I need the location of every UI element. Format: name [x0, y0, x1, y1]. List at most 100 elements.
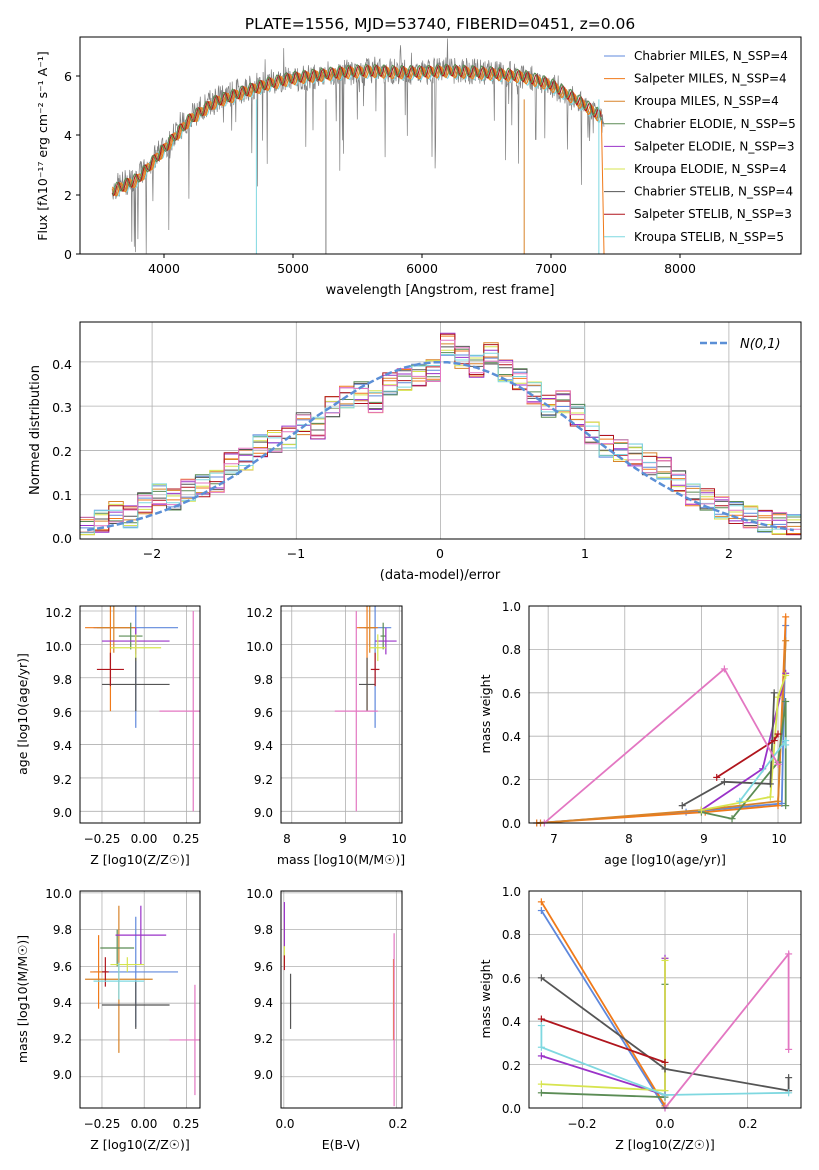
weight-metallicity-y-ticks: 0.0 0.2 0.4 0.6 0.8 1.0 — [502, 885, 521, 1116]
spectrum-x-ticks: 4000 5000 6000 7000 8000 — [148, 254, 696, 276]
weight-age-ytick: 0.8 — [502, 643, 521, 657]
age-mass-xlabel: mass [log10(M/M☉)] — [277, 852, 405, 867]
mass-extinction-frame — [280, 890, 403, 1109]
weight-line — [541, 1018, 666, 1064]
weight-age-xtick: 9 — [700, 832, 708, 846]
age-metallicity-frame — [79, 605, 201, 824]
mass-metallicity-ytick: 9.4 — [53, 996, 72, 1010]
spectrum-ytick: 6 — [64, 69, 72, 84]
age-mass-xtick: 8 — [283, 832, 291, 846]
legend-label: Chabrier STELIB, N_SSP=4 — [634, 185, 793, 199]
age-metallicity-ytick: 9.2 — [53, 773, 72, 787]
weight-metallicity-ytick: 0.4 — [502, 1015, 521, 1029]
age-mass-plot-area — [281, 606, 402, 823]
spectrum-ylabel: Flux [fλ10⁻¹⁷ erg cm⁻² s⁻¹ A⁻¹] — [35, 51, 50, 240]
weight-line — [540, 910, 666, 1109]
residual-legend: N(0,1) — [700, 337, 781, 352]
weight-line — [540, 1025, 789, 1096]
weight-metallicity-frame — [528, 890, 802, 1109]
residual-ytick: 0.2 — [52, 444, 72, 459]
spectrum-xtick: 8000 — [664, 261, 696, 276]
model-spectrum-line — [111, 64, 602, 197]
residual-y-ticks: 0.0 0.1 0.2 0.3 0.4 — [52, 357, 72, 546]
residual-xtick: −1 — [287, 546, 305, 561]
mass-extinction-ytick: 9.0 — [254, 1068, 273, 1082]
mass-metallicity-ytick: 10.0 — [45, 887, 72, 901]
legend-label: Salpeter ELODIE, N_SSP=3 — [634, 139, 795, 153]
mass-metallicity-plot-area — [80, 891, 200, 1108]
age-mass-ytick: 9.4 — [254, 739, 273, 753]
residual-ytick: 0.1 — [52, 488, 72, 503]
weight-metallicity-ytick: 0.2 — [502, 1059, 521, 1073]
weight-age-ytick: 0.4 — [502, 730, 521, 744]
age-mass-ytick: 9.2 — [254, 773, 273, 787]
residual-xtick: 2 — [725, 546, 733, 561]
weight-metallicity-xtick: −0.2 — [567, 1117, 596, 1131]
age-metallicity-ytick: 10.0 — [45, 640, 72, 654]
residual-ytick: 0.0 — [52, 531, 72, 546]
mass-metallicity-y-ticks: 9.0 9.2 9.4 9.6 9.8 10.0 — [45, 887, 72, 1082]
weight-metallicity-ytick: 1.0 — [502, 885, 521, 899]
model-spectrum-line — [111, 63, 602, 196]
weight-age-ytick: 1.0 — [502, 600, 521, 614]
legend-label: Kroupa ELODIE, N_SSP=4 — [634, 162, 787, 176]
spectrum-panel: PLATE=1556, MJD=53740, FIBERID=0451, z=0… — [35, 15, 802, 298]
spectrum-xtick: 5000 — [277, 261, 309, 276]
mass-metallicity-xtick: 0.00 — [131, 1117, 158, 1131]
weight-metallicity-xtick: 0.0 — [655, 1117, 674, 1131]
age-mass-y-ticks: 9.0 9.2 9.4 9.6 9.8 10.0 10.2 — [246, 606, 273, 820]
mass-extinction-x-ticks: 0.0 0.2 — [275, 1117, 407, 1131]
mass-extinction-ytick: 10.0 — [246, 887, 273, 901]
weight-age-xtick: 10 — [771, 832, 786, 846]
weight-age-plot-area — [529, 605, 801, 827]
mass-metallicity-ytick: 9.8 — [53, 923, 72, 937]
legend-label: Salpeter STELIB, N_SSP=3 — [634, 207, 792, 221]
age-metallicity-ytick: 9.0 — [53, 806, 72, 820]
weight-age-x-ticks: 7 8 9 10 — [550, 832, 786, 846]
spectrum-title: PLATE=1556, MJD=53740, FIBERID=0451, z=0… — [245, 15, 635, 33]
mass-extinction-y-ticks: 9.0 9.2 9.4 9.6 9.8 10.0 — [246, 887, 273, 1082]
spectrum-plot-area — [111, 38, 605, 255]
age-metallicity-y-ticks: 9.0 9.2 9.4 9.6 9.8 10.0 10.2 — [45, 606, 72, 820]
weight-line — [536, 616, 787, 824]
observed-spectrum — [111, 38, 605, 254]
mass-extinction-ytick: 9.2 — [254, 1032, 273, 1046]
spectrum-y-ticks: 0 2 4 6 — [64, 69, 80, 262]
weight-age-xlabel: age [log10(age/yr)] — [604, 852, 726, 867]
weight-metallicity-ylabel: mass weight — [478, 959, 493, 1038]
legend-label: Kroupa MILES, N_SSP=4 — [634, 94, 779, 108]
weight-vs-metallicity-panel: −0.2 0.0 0.2 0.0 0.2 0.4 0.6 0.8 1.0 Z [… — [478, 885, 802, 1152]
residual-x-ticks: −2 −1 0 1 2 — [143, 546, 733, 561]
age-metallicity-ytick: 9.8 — [53, 673, 72, 687]
mass-vs-extinction-panel: 0.0 0.2 9.0 9.2 9.4 9.6 9.8 10.0 E(B-V) — [246, 887, 407, 1152]
weight-line — [540, 901, 666, 1107]
mass-extinction-xtick: 0.0 — [275, 1117, 294, 1131]
age-metallicity-ytick: 9.6 — [53, 706, 72, 720]
normal-legend-label: N(0,1) — [740, 337, 781, 352]
weight-age-ytick: 0.0 — [502, 817, 521, 831]
weight-line — [543, 667, 779, 824]
mass-metallicity-ytick: 9.6 — [53, 960, 72, 974]
age-metallicity-ylabel: age [log10(age/yr)] — [15, 653, 30, 775]
weight-age-ytick: 0.2 — [502, 774, 521, 788]
residual-xtick: −2 — [143, 546, 161, 561]
weight-age-y-ticks: 0.0 0.2 0.4 0.6 0.8 1.0 — [502, 600, 521, 831]
weight-line — [536, 625, 787, 824]
spectrum-ytick: 0 — [64, 247, 72, 262]
weight-age-xtick: 7 — [550, 832, 558, 846]
mass-metallicity-ylabel: mass [log10(M/M☉)] — [15, 935, 30, 1063]
mass-metallicity-xtick: 0.25 — [173, 1117, 200, 1131]
mass-metallicity-frame — [79, 890, 201, 1109]
mass-extinction-ytick: 9.8 — [254, 923, 273, 937]
legend-label: Salpeter MILES, N_SSP=4 — [634, 72, 787, 86]
spectrum-frame — [79, 36, 802, 255]
mass-extinction-ytick: 9.4 — [254, 996, 273, 1010]
mass-extinction-xtick: 0.2 — [388, 1117, 407, 1131]
age-metallicity-xlabel: Z [log10(Z/Z☉)] — [90, 852, 190, 867]
residual-xlabel: (data-model)/error — [380, 568, 501, 583]
weight-metallicity-ytick: 0.0 — [502, 1102, 521, 1116]
spectrum-ytick: 4 — [64, 128, 72, 143]
spectrum-xtick: 4000 — [148, 261, 180, 276]
spectrum-ytick: 2 — [64, 188, 72, 203]
